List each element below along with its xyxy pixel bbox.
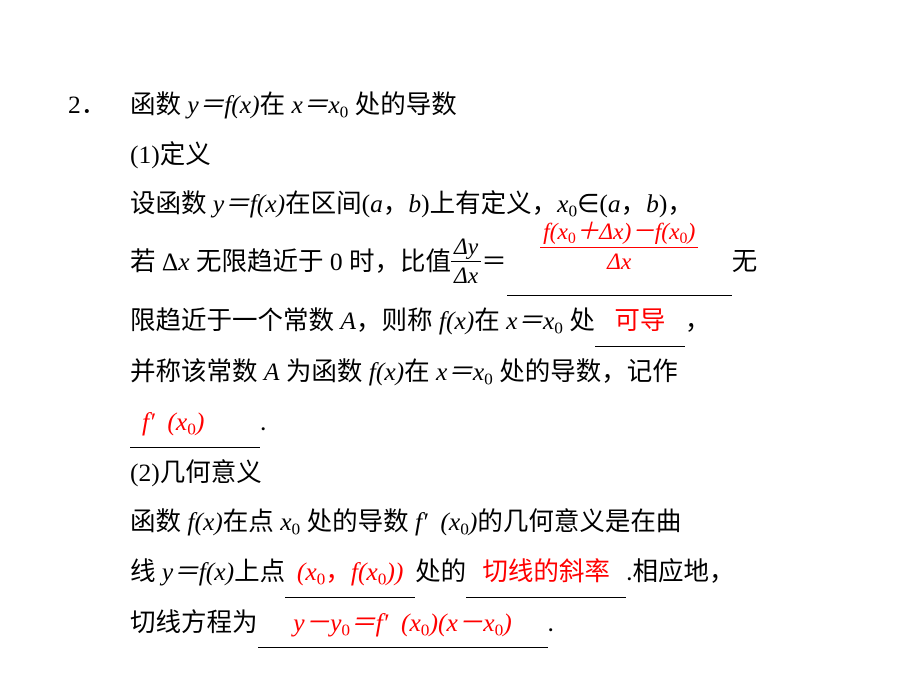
answer-notation: f′ (x0) bbox=[142, 407, 204, 436]
part1-line-b: 若 Δx 无限趋近于 0 时，比值ΔyΔx＝f(x0＋Δx)－f(x0)Δx无 bbox=[68, 229, 868, 296]
title-text: 函数 y＝f(x)在 x＝x0 处的导数 bbox=[130, 80, 457, 130]
answer-point: (x0，f(x0)) bbox=[297, 557, 404, 586]
part2-line-c: 切线方程为y－y0＝f′ (x0)(x－x0). bbox=[68, 598, 868, 649]
document-body: 2． 函数 y＝f(x)在 x＝x0 处的导数 (1)定义 设函数 y＝f(x)… bbox=[68, 80, 868, 648]
part1-line-e: f′ (x0). bbox=[68, 397, 868, 448]
section-number: 2． bbox=[68, 80, 130, 130]
part2-line-b: 线 y＝f(x)上点(x0，f(x0))处的切线的斜率.相应地， bbox=[68, 547, 868, 598]
answer-tangent-eq: y－y0＝f′ (x0)(x－x0) bbox=[293, 608, 512, 637]
answer-differentiable: 可导 bbox=[614, 306, 665, 335]
answer-slope: 切线的斜率 bbox=[482, 557, 610, 586]
blank-differentiable: 可导 bbox=[595, 296, 685, 347]
part1-line-d: 并称该常数 A 为函数 f(x)在 x＝x0 处的导数，记作 bbox=[68, 347, 868, 397]
section-title: 2． 函数 y＝f(x)在 x＝x0 处的导数 bbox=[68, 80, 868, 130]
part2-line-a: 函数 f(x)在点 x0 处的导数 f′ (x0)的几何意义是在曲 bbox=[68, 497, 868, 547]
part1-label: (1)定义 bbox=[68, 130, 868, 180]
part1-line-c: 限趋近于一个常数 A，则称 f(x)在 x＝x0 处可导， bbox=[68, 296, 868, 347]
blank-point: (x0，f(x0)) bbox=[285, 547, 415, 598]
part2-label: (2)几何意义 bbox=[68, 448, 868, 498]
ratio-dy-dx: ΔyΔx bbox=[451, 235, 481, 290]
blank-difference-quotient: f(x0＋Δx)－f(x0)Δx bbox=[507, 229, 732, 296]
part1-line-a: 设函数 y＝f(x)在区间(a，b)上有定义，x0∈(a，b)， bbox=[68, 179, 868, 229]
blank-notation: f′ (x0) bbox=[130, 397, 260, 448]
blank-tangent-eq: y－y0＝f′ (x0)(x－x0) bbox=[258, 598, 548, 649]
answer-difference-quotient: f(x0＋Δx)－f(x0)Δx bbox=[540, 220, 698, 277]
blank-slope: 切线的斜率 bbox=[466, 547, 626, 598]
